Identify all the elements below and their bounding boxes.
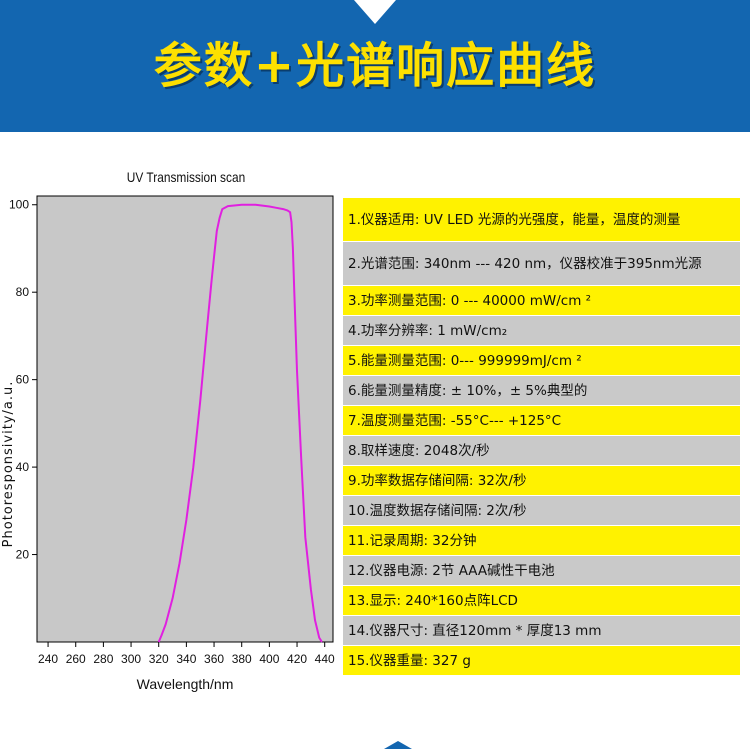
spec-row: 4.功率分辨率: 1 mW/cm₂ [342,315,741,346]
spec-text: 5.能量测量范围: 0--- 999999mJ/cm ² [342,345,741,376]
spec-row: 9.功率数据存储间隔: 32次/秒 [342,465,741,496]
bottom-notch [384,741,412,749]
y-tick-label: 60 [16,373,30,387]
y-tick-label: 80 [16,285,30,299]
chart-title: UV Transmission scan [126,169,246,185]
spec-text: 3.功率测量范围: 0 --- 40000 mW/cm ² [342,285,741,316]
spec-text: 14.仪器尺寸: 直径120mm * 厚度13 mm [342,615,741,646]
x-tick-label: 360 [204,652,224,666]
x-tick-label: 320 [149,652,169,666]
x-tick-label: 280 [93,652,113,666]
page-title: 参数+光谱响应曲线 [153,38,597,94]
y-tick-label: 100 [9,198,29,212]
transmission-chart: 240 260 280 300 320 340 360 380 400 420 440 20 40 60 8… [1,195,335,692]
spec-text: 7.温度测量范围: -55°C--- +125°C [342,405,741,436]
spec-text: 12.仪器电源: 2节 AAA碱性干电池 [342,555,741,586]
header-banner: 参数+光谱响应曲线 [0,0,750,132]
spec-row: 12.仪器电源: 2节 AAA碱性干电池 [342,555,741,586]
spec-text: 4.功率分辨率: 1 mW/cm₂ [342,315,741,346]
spec-row: 5.能量测量范围: 0--- 999999mJ/cm ² [342,345,741,376]
x-tick-label: 440 [315,652,335,666]
spec-text: 6.能量测量精度: ± 10%，± 5%典型的 [342,375,741,406]
spec-text: 10.温度数据存储间隔: 2次/秒 [342,495,741,526]
spec-row: 1.仪器适用: UV LED 光源的光强度，能量，温度的测量 [342,197,741,242]
y-axis-label: Photoresponsivity/a.u. [1,381,16,548]
x-tick-label: 400 [259,652,279,666]
y-tick-label: 40 [16,460,30,474]
x-axis-label: Wavelength/nm [137,676,234,692]
spec-row: 15.仪器重量: 327 g [342,645,741,676]
spec-row: 8.取样速度: 2048次/秒 [342,435,741,466]
plot-area [36,195,334,643]
x-tick-label: 380 [232,652,252,666]
spec-row: 3.功率测量范围: 0 --- 40000 mW/cm ² [342,285,741,316]
x-tick-label: 260 [66,652,86,666]
x-tick-label: 420 [287,652,307,666]
spec-row: 2.光谱范围: 340nm --- 420 nm，仪器校准于395nm光源 [342,241,741,286]
spec-text: 15.仪器重量: 327 g [342,645,741,676]
spec-text: 9.功率数据存储间隔: 32次/秒 [342,465,741,496]
y-tick-label: 20 [16,548,30,562]
spec-row: 6.能量测量精度: ± 10%，± 5%典型的 [342,375,741,406]
spec-row: 11.记录周期: 32分钟 [342,525,741,556]
spec-row: 7.温度测量范围: -55°C--- +125°C [342,405,741,436]
spec-text: 13.显示: 240*160点阵LCD [342,585,741,616]
x-tick-label: 240 [38,652,58,666]
spec-text: 2.光谱范围: 340nm --- 420 nm，仪器校准于395nm光源 [342,241,741,286]
spec-table: 1.仪器适用: UV LED 光源的光强度，能量，温度的测量 2.光谱范围: 3… [342,197,741,676]
transmission-curve [157,203,323,643]
x-tick-label: 340 [176,652,196,666]
spec-row: 14.仪器尺寸: 直径120mm * 厚度13 mm [342,615,741,646]
spec-row: 10.温度数据存储间隔: 2次/秒 [342,495,741,526]
spec-text: 8.取样速度: 2048次/秒 [342,435,741,466]
x-tick-label: 300 [121,652,141,666]
spec-text: 1.仪器适用: UV LED 光源的光强度，能量，温度的测量 [342,197,741,242]
banner-notch [354,0,396,24]
spec-row: 13.显示: 240*160点阵LCD [342,585,741,616]
spec-text: 11.记录周期: 32分钟 [342,525,741,556]
